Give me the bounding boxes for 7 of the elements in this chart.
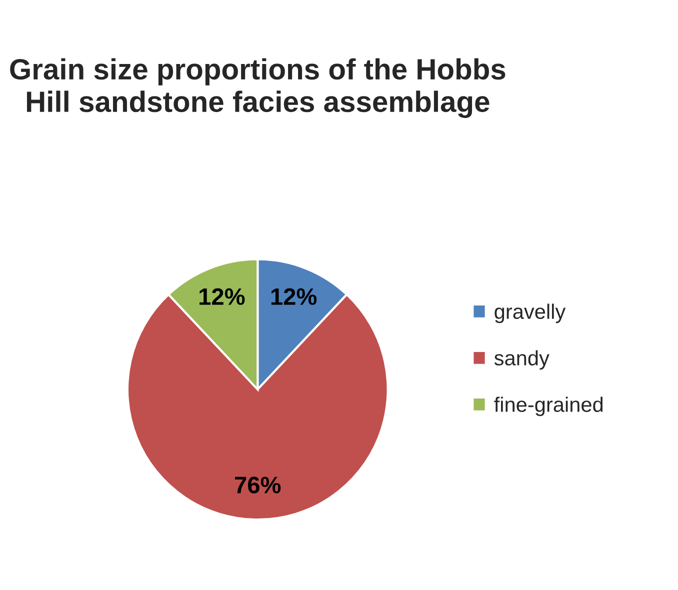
data-label: 12% (271, 288, 317, 305)
data-label: 76% (235, 476, 281, 494)
chart-title: Grain size proportions of the Hobbs Hill sandstone facies assemblage (10, 58, 506, 118)
data-label: 12% (200, 288, 245, 305)
legend-label: fine-grained (494, 396, 603, 416)
legend-label: sandy (494, 350, 550, 370)
legend-label: gravelly (494, 304, 566, 324)
